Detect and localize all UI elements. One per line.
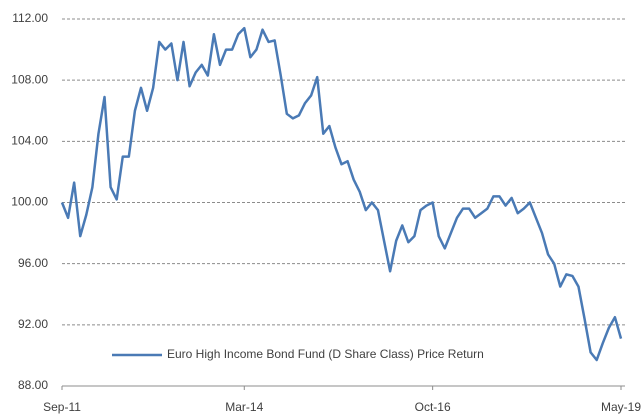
y-tick-label: 112.00 [12,11,48,25]
x-tick-label: Sep-11 [43,400,81,414]
x-tick-label: Mar-14 [225,400,263,414]
y-tick-label: 96.00 [18,256,48,270]
y-tick-label: 100.00 [11,195,48,209]
y-tick-label: 108.00 [11,72,48,86]
x-tick-label: Oct-16 [415,400,451,414]
y-tick-label: 104.00 [11,134,48,148]
y-tick-label: 88.00 [18,378,48,392]
line-series [60,26,623,362]
legend-label: Euro High Income Bond Fund (D Share Clas… [167,347,484,361]
x-tick-label: May-19 [601,400,641,414]
y-tick-label: 92.00 [18,317,48,331]
